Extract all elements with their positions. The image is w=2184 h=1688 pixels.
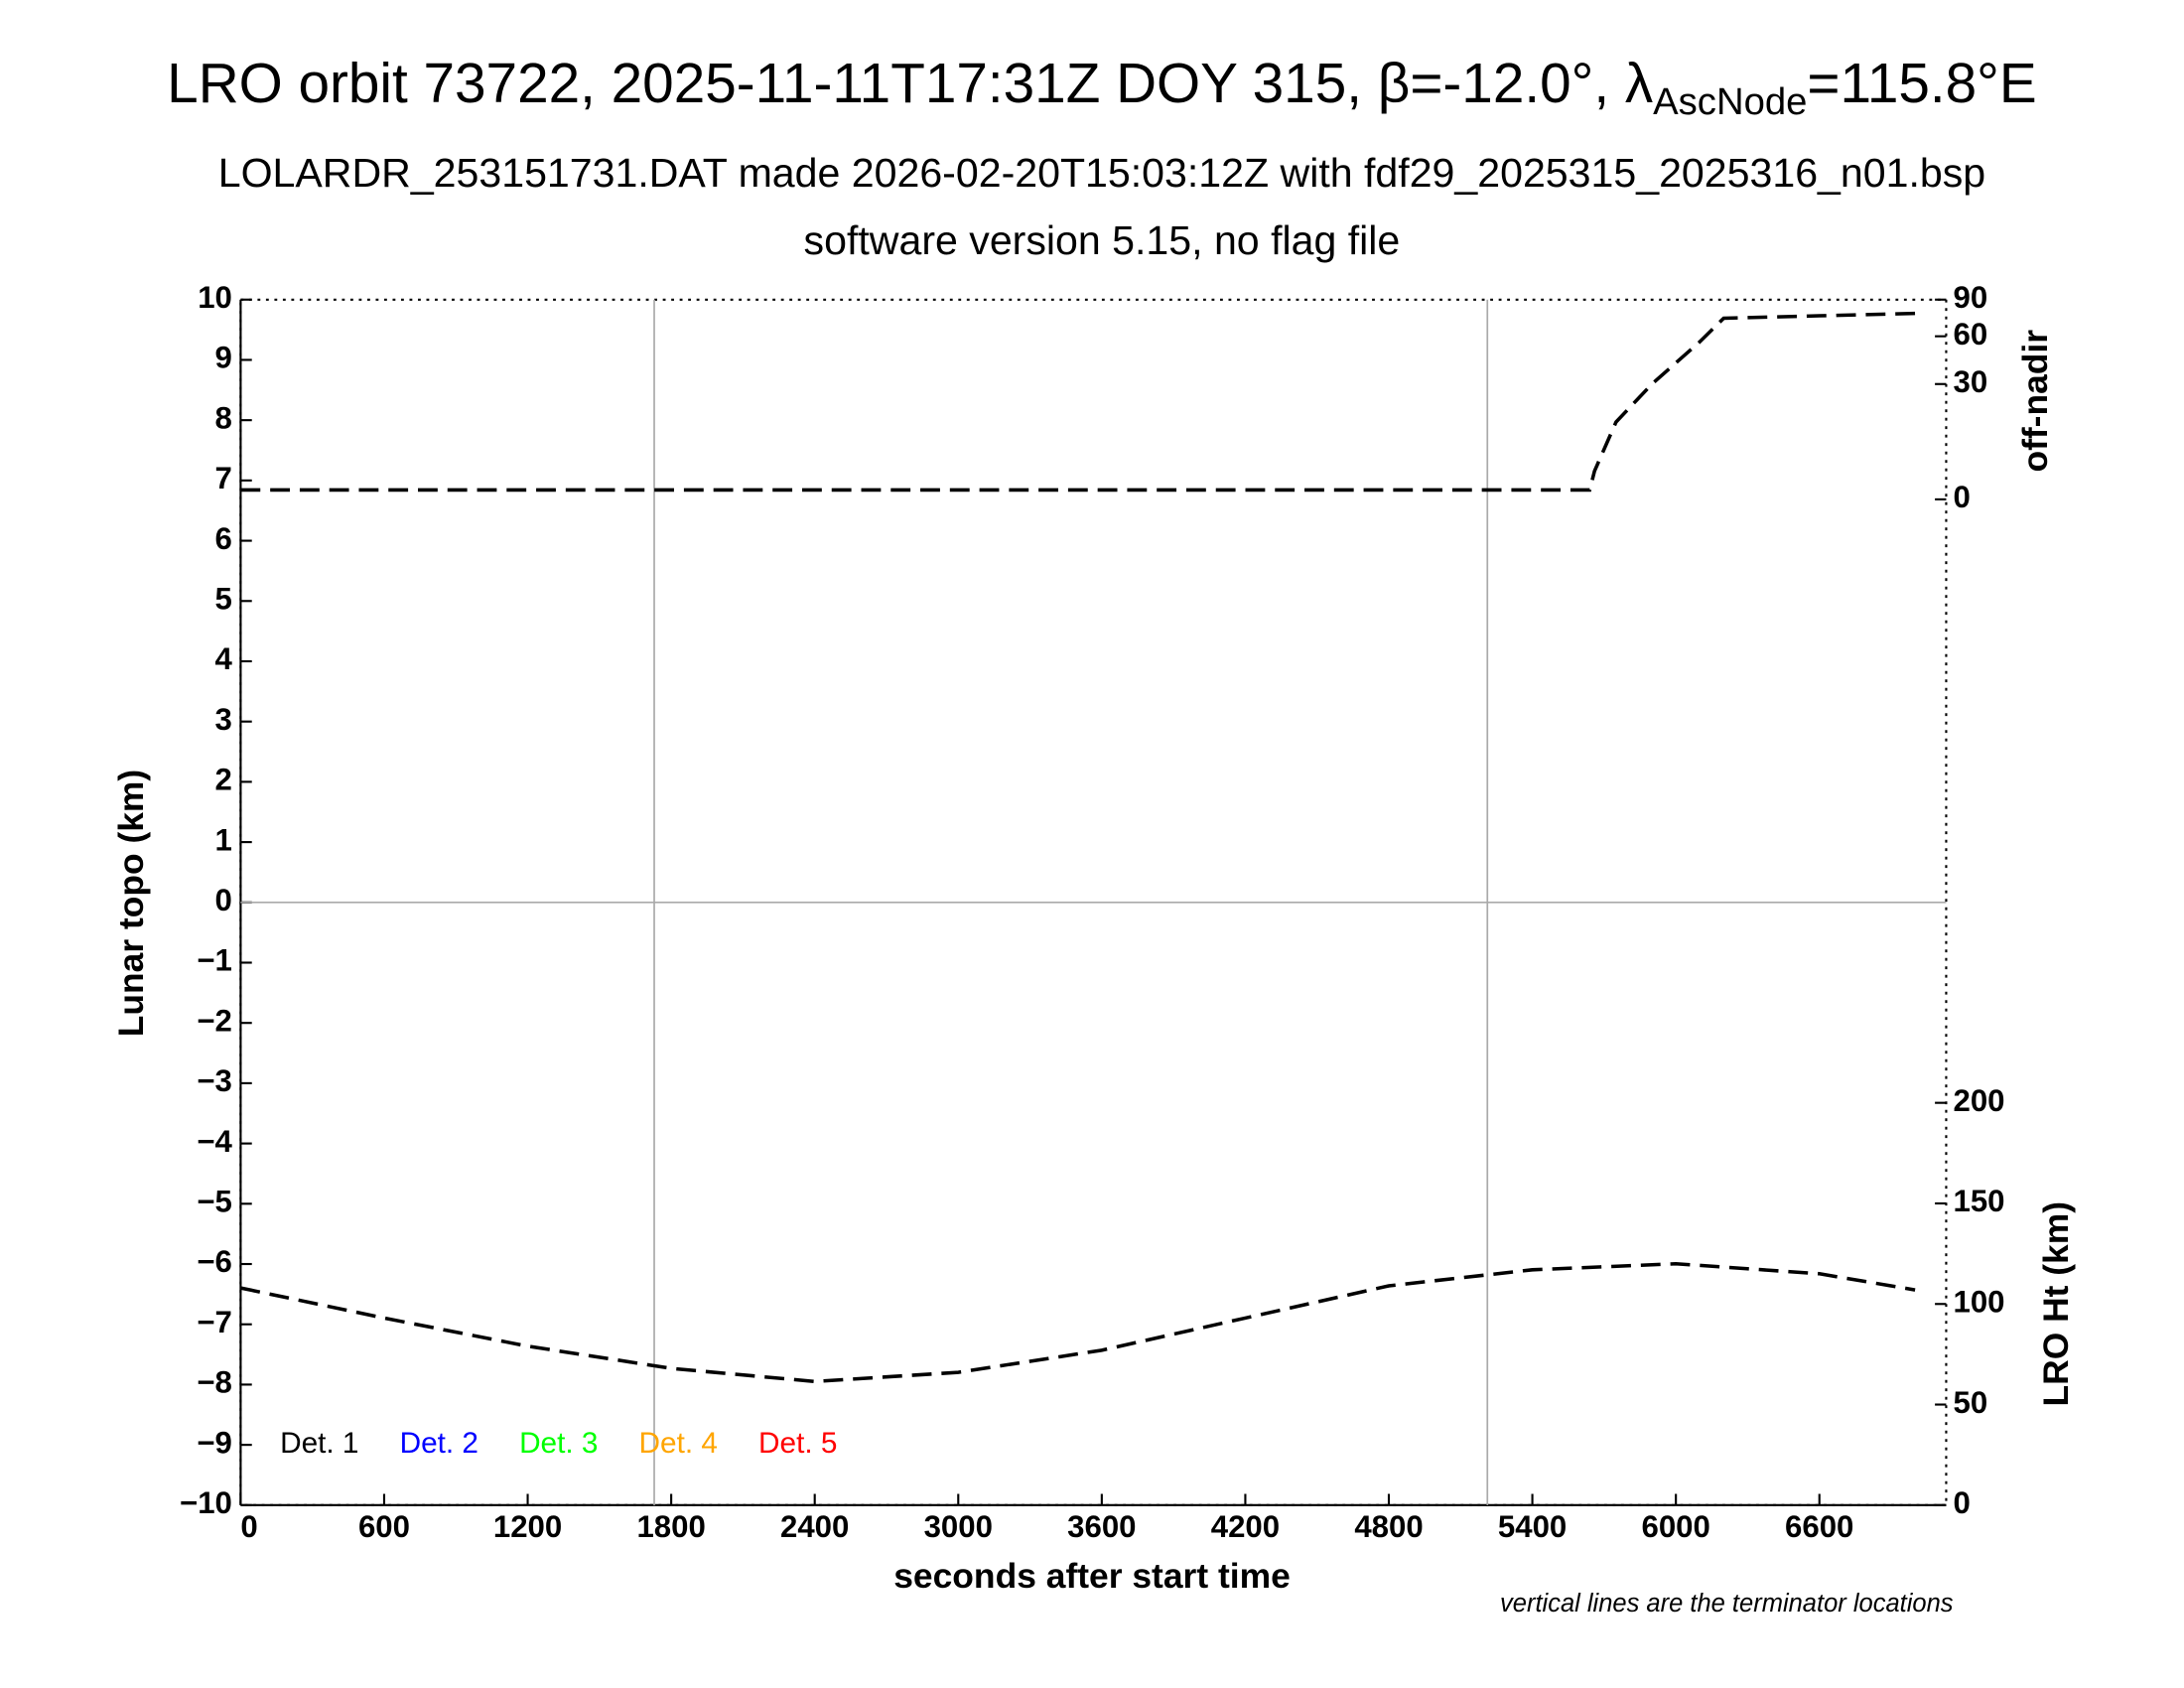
subtitle: LOLARDR_253151731.DAT made 2026-02-20T15… (218, 150, 1985, 196)
y-tick-label: 10 (198, 280, 232, 315)
right-tick-label: 90 (1954, 280, 1988, 315)
y-tick-label: −5 (197, 1185, 232, 1219)
line-series (240, 1261, 1916, 1384)
title-end: =115.8°E (1807, 53, 2036, 115)
right-tick-label: 30 (1954, 364, 1988, 399)
y-tick-label: 0 (215, 883, 232, 917)
y-tick-label: −8 (197, 1365, 232, 1400)
x-tick-label: 2400 (780, 1509, 849, 1544)
y3-axis-label: LRO Ht (km) (2036, 1201, 2076, 1406)
right-tick-label: 0 (1954, 480, 1971, 514)
legend-entry: Det. 3 (519, 1427, 598, 1460)
right-tick-label: 100 (1954, 1284, 2005, 1319)
y-tick-label: −10 (180, 1485, 232, 1520)
y2-axis-label: off-nadir (2015, 330, 2055, 473)
x-tick-label: 3600 (1067, 1509, 1136, 1544)
y-tick-label: −1 (197, 943, 232, 978)
x-axis-label: seconds after start time (893, 1556, 1291, 1596)
note: vertical lines are the terminator locati… (1500, 1590, 1954, 1618)
y-axis-label: Lunar topo (km) (111, 770, 151, 1037)
legend-entry: Det. 1 (280, 1427, 358, 1460)
right-tick-label: 60 (1954, 317, 1988, 352)
y-tick-label: −9 (197, 1425, 232, 1460)
line-series (240, 311, 1916, 492)
x-tick-label: 600 (358, 1509, 410, 1544)
x-tick-label: 6600 (1785, 1509, 1853, 1544)
right-tick-label: 200 (1954, 1083, 2005, 1118)
x-tick-label: 1800 (636, 1509, 705, 1544)
y-tick-label: −3 (197, 1063, 232, 1098)
x-tick-label: 5400 (1498, 1509, 1567, 1544)
title-main: LRO orbit 73722, 2025-11-11T17:31Z DOY 3… (167, 53, 1653, 115)
x-tick-label: 4200 (1211, 1509, 1280, 1544)
legend-entry: Det. 2 (400, 1427, 478, 1460)
legend-entry: Det. 5 (758, 1427, 837, 1460)
y-tick-label: −2 (197, 1003, 232, 1038)
y-tick-label: −6 (197, 1244, 232, 1279)
subtitle: software version 5.15, no flag file (804, 217, 1401, 263)
right-tick-label: 150 (1954, 1184, 2005, 1218)
right-tick-label: 50 (1954, 1385, 1988, 1420)
right-tick-label: 0 (1954, 1485, 1971, 1520)
y-tick-label: 8 (215, 400, 232, 435)
title-subscript: AscNode (1653, 80, 1807, 123)
y-tick-label: 7 (215, 461, 232, 495)
x-tick-label: 6000 (1641, 1509, 1709, 1544)
y-tick-label: 4 (215, 641, 233, 676)
x-tick-label: 4800 (1354, 1509, 1423, 1544)
y-tick-label: 1 (215, 822, 232, 857)
legend-entry: Det. 4 (639, 1427, 718, 1460)
x-tick-label: 0 (240, 1509, 257, 1544)
chart-title: LRO orbit 73722, 2025-11-11T17:31Z DOY 3… (167, 53, 2037, 123)
y-tick-label: −4 (197, 1124, 232, 1159)
x-tick-label: 1200 (493, 1509, 562, 1544)
y-tick-label: −7 (197, 1305, 232, 1339)
y-tick-label: 6 (215, 521, 232, 556)
y-tick-label: 5 (215, 582, 232, 617)
y-tick-label: 3 (215, 702, 232, 737)
y-tick-label: 2 (215, 763, 232, 797)
x-tick-label: 3000 (924, 1509, 993, 1544)
y-tick-label: 9 (215, 341, 232, 375)
